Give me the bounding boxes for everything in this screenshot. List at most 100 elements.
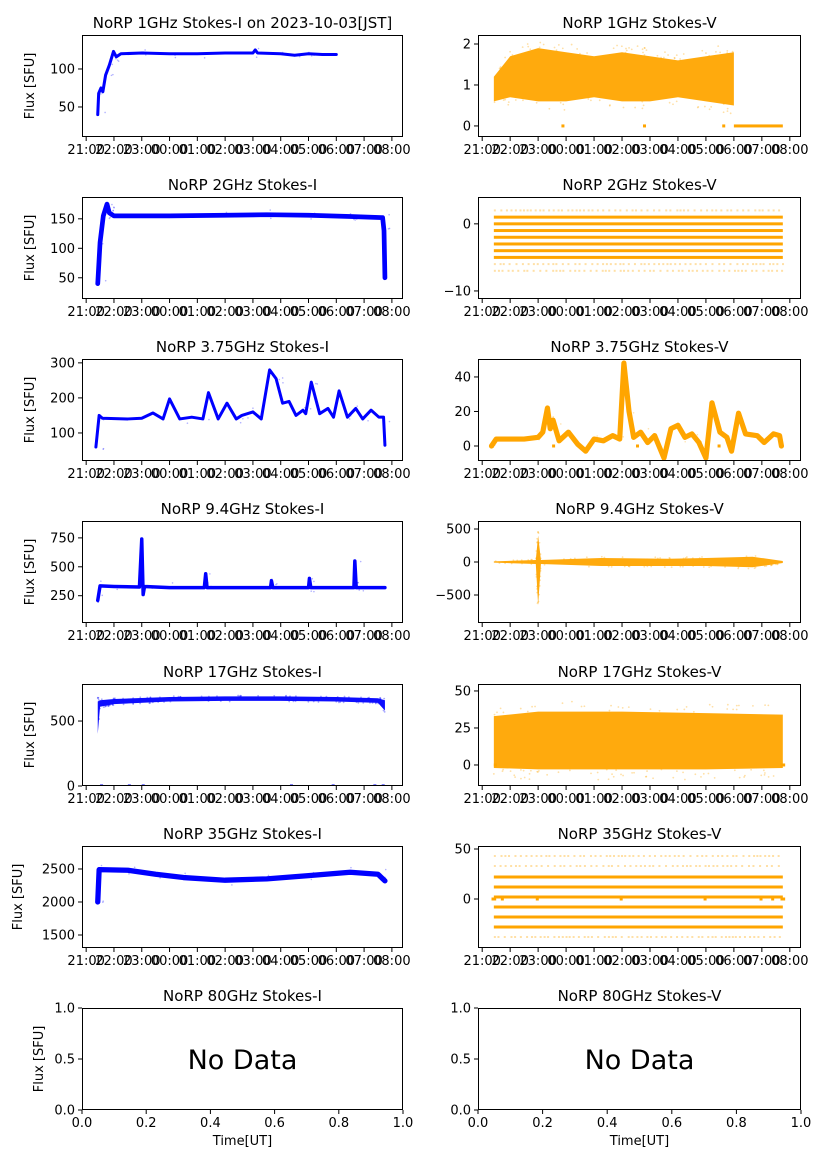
x-tick-label: 05:00 xyxy=(290,467,327,482)
data-point xyxy=(782,263,785,266)
data-point xyxy=(379,697,382,700)
data-point xyxy=(710,565,712,568)
data-point xyxy=(336,695,339,698)
data-point xyxy=(157,701,160,704)
data-point xyxy=(526,269,529,272)
data-point xyxy=(228,700,231,703)
data-point xyxy=(681,565,684,568)
data-point xyxy=(101,242,104,245)
plot-area xyxy=(493,531,783,605)
x-tick-label: 0.2 xyxy=(532,1116,553,1131)
data-point xyxy=(97,601,99,603)
data-point xyxy=(502,711,505,714)
data-point xyxy=(717,45,720,48)
data-point xyxy=(298,55,301,58)
data-point xyxy=(538,46,541,49)
x-tick-label: 23:00 xyxy=(519,792,556,807)
data-point xyxy=(675,100,678,103)
x-tick-label: 03:00 xyxy=(234,143,271,158)
data-point xyxy=(561,702,564,705)
data-point xyxy=(310,218,312,220)
data-point xyxy=(538,541,541,544)
data-point xyxy=(597,936,600,938)
data-level xyxy=(493,895,783,899)
data-point xyxy=(599,855,602,857)
data-point xyxy=(674,263,677,266)
data-point xyxy=(557,209,560,212)
data-point xyxy=(563,108,566,111)
data-point xyxy=(275,583,277,586)
x-tick-label: 06:00 xyxy=(318,629,355,644)
data-point xyxy=(239,421,242,424)
data-point xyxy=(517,269,520,272)
data-point xyxy=(521,46,524,49)
data-point xyxy=(101,594,104,597)
data-point xyxy=(501,269,504,272)
data-point xyxy=(500,855,503,857)
data-point xyxy=(652,865,655,867)
data-point xyxy=(591,209,594,212)
data-point xyxy=(521,263,524,266)
data-point xyxy=(708,703,711,706)
data-point xyxy=(752,263,755,266)
x-tick-label: 00:00 xyxy=(151,467,188,482)
subplot-title: NoRP 35GHz Stokes-I xyxy=(163,825,322,843)
data-point xyxy=(582,209,585,212)
data-point xyxy=(635,865,638,867)
data-point xyxy=(573,855,576,857)
y-tick-label: 150 xyxy=(50,212,75,227)
subplot-title: NoRP 9.4GHz Stokes-I xyxy=(161,500,325,518)
data-point xyxy=(693,209,696,212)
data-point xyxy=(711,209,714,212)
data-point xyxy=(717,855,720,857)
data-point xyxy=(184,872,186,875)
data-point xyxy=(702,772,705,775)
x-tick-label: 0.0 xyxy=(72,1116,93,1131)
data-point xyxy=(552,269,555,272)
x-tick-label: 07:00 xyxy=(743,467,780,482)
y-axis-label: Flux [SFU] xyxy=(23,215,38,282)
axes-frame xyxy=(82,684,403,786)
data-point xyxy=(640,209,643,212)
data-point xyxy=(641,48,644,51)
data-point xyxy=(676,209,679,212)
data-point xyxy=(207,582,209,584)
axes-frame xyxy=(478,1008,801,1110)
data-point xyxy=(523,269,526,272)
data-point xyxy=(681,269,684,272)
x-tick-label: 21:00 xyxy=(67,467,104,482)
data-point xyxy=(555,49,558,52)
data-point xyxy=(686,936,689,938)
data-point xyxy=(97,601,99,604)
data-point xyxy=(732,708,734,711)
data-point xyxy=(118,54,120,57)
y-tick-label: 300 xyxy=(50,356,75,371)
data-point xyxy=(116,588,119,591)
data-point xyxy=(670,936,673,938)
data-point xyxy=(502,263,505,266)
data-point xyxy=(492,773,495,775)
data-point xyxy=(335,700,338,703)
data-point xyxy=(590,865,593,867)
data-point xyxy=(641,107,644,110)
x-tick-label: 07:00 xyxy=(345,792,382,807)
data-point xyxy=(627,565,630,568)
data-point xyxy=(547,406,550,408)
data-point xyxy=(536,770,539,773)
subplot-2: 21:0022:0023:0000:0001:0002:0003:0004:00… xyxy=(463,14,809,158)
plot-area xyxy=(95,201,391,287)
data-point xyxy=(513,774,516,777)
x-tick-label: 07:00 xyxy=(743,629,780,644)
data-point xyxy=(698,865,701,867)
data-point xyxy=(732,855,735,857)
data-point xyxy=(347,696,350,699)
data-point xyxy=(285,694,287,697)
data-point xyxy=(692,710,695,713)
data-point xyxy=(132,697,135,700)
data-point xyxy=(530,563,533,565)
data-point xyxy=(122,697,124,700)
data-point xyxy=(613,269,616,272)
data-point xyxy=(705,855,708,857)
data-point xyxy=(747,567,750,570)
data-point xyxy=(703,105,706,108)
